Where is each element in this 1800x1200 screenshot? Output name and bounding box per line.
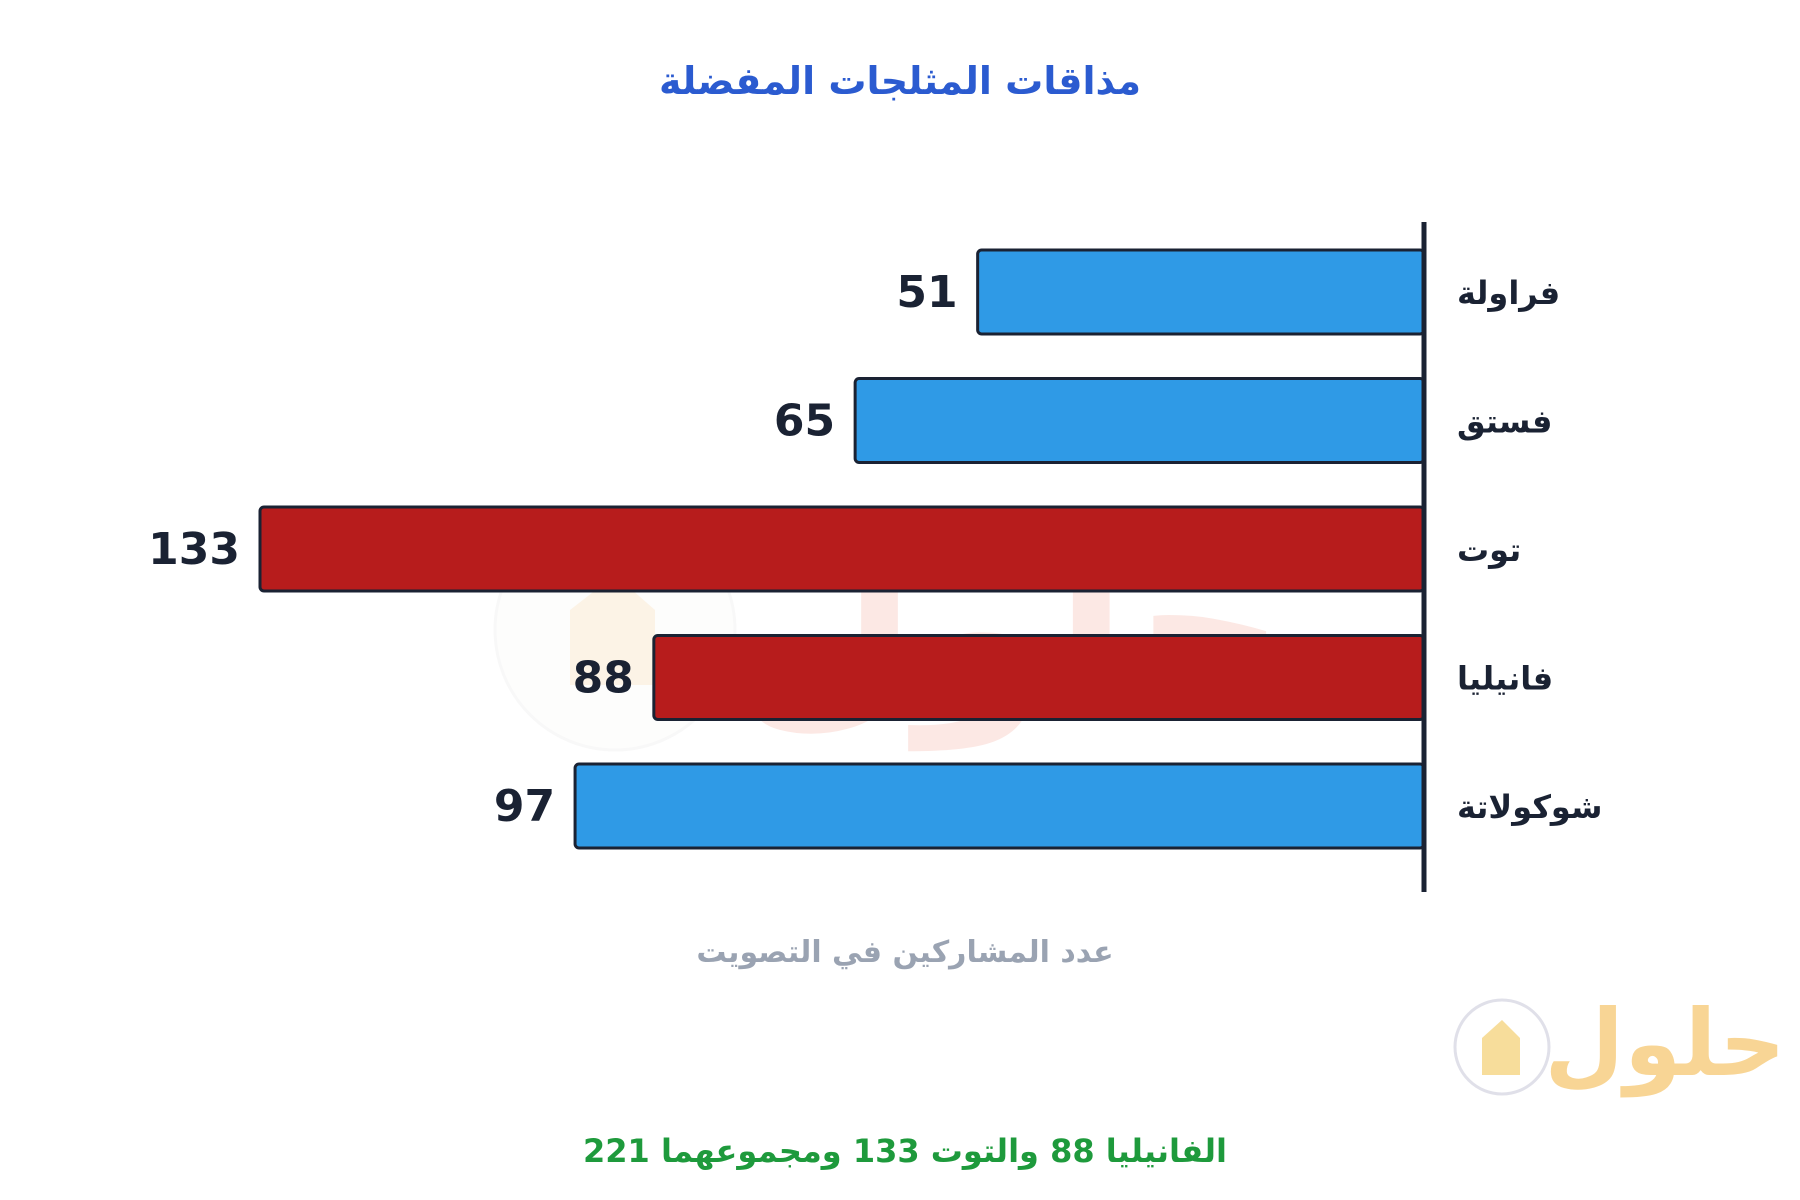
book-logo-icon [570, 575, 655, 685]
bar-3 [258, 505, 1426, 593]
x-axis-label: عدد المشاركين في التصويت [696, 935, 1113, 970]
annotation-note: الفانيليا 88 والتوت 133 ومجموعهما 221 [583, 1132, 1227, 1170]
value-label-2: 65 [774, 396, 835, 447]
value-label-1: 51 [896, 267, 957, 318]
category-label-4: فانيليا [1457, 660, 1553, 698]
chart-title: مذاقات المثلجات المفضلة [659, 59, 1141, 103]
watermark-small: حلول [1453, 990, 1786, 1098]
bar-2 [853, 377, 1426, 464]
category-label-5: شوكولاتة [1457, 788, 1602, 826]
bars-group: 51 فراولة 65 فستق 133 توت 88 فانيليا 97 شوكولاتة [148, 248, 1602, 850]
value-label-5: 97 [494, 781, 555, 832]
bar-5 [573, 762, 1426, 850]
bar-4 [652, 634, 1426, 721]
category-label-2: فستق [1457, 403, 1552, 441]
value-label-4: 88 [573, 653, 634, 704]
watermark-text-small: حلول [1544, 990, 1785, 1098]
value-label-3: 133 [148, 524, 240, 575]
category-label-3: توت [1457, 531, 1521, 569]
category-label-1: فراولة [1457, 274, 1560, 312]
bar-1 [976, 248, 1426, 336]
book-logo-small-icon [1482, 1020, 1520, 1075]
